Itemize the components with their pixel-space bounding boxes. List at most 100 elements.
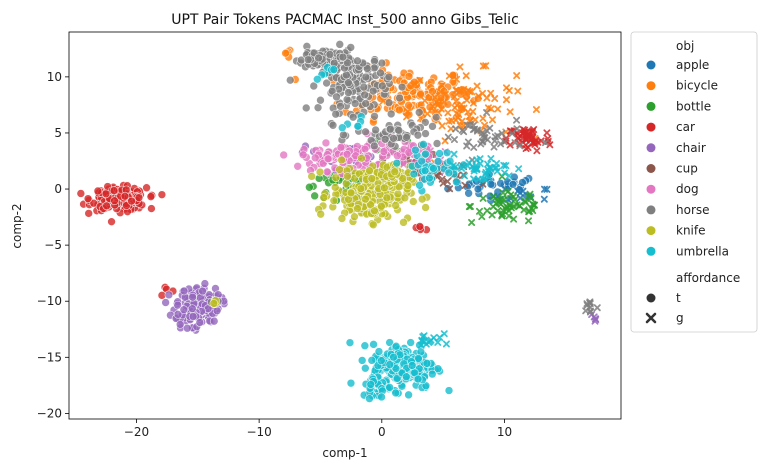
horse-point — [541, 139, 549, 147]
umbrella-point — [440, 330, 448, 338]
umbrella-point — [484, 166, 492, 174]
dog-point — [360, 144, 370, 154]
chair-point — [188, 312, 198, 321]
legend-entry-bicycle: bicycle — [646, 79, 718, 93]
car-point — [521, 126, 529, 134]
horse-point — [450, 136, 458, 144]
knife-point — [353, 204, 362, 213]
horse-point — [432, 139, 442, 148]
x-axis-label: comp-1 — [322, 446, 367, 460]
bottle-point — [465, 203, 473, 211]
knife-point — [403, 181, 413, 190]
bicycle-point — [395, 105, 404, 115]
legend-entry-car: car — [646, 120, 695, 134]
umbrella-point — [500, 161, 508, 169]
bicycle-point — [404, 101, 413, 110]
horse-point — [344, 88, 353, 97]
bottle-point — [529, 200, 537, 208]
umbrella-point — [418, 336, 426, 344]
umbrella-point — [470, 165, 478, 173]
bicycle-point — [438, 82, 446, 90]
knife-point — [369, 220, 378, 230]
car-point — [102, 201, 111, 211]
umbrella-point — [435, 149, 444, 158]
chair-point — [200, 279, 210, 288]
legend-label: cup — [676, 162, 698, 176]
umbrella-point — [409, 169, 419, 179]
legend-entry-dog: dog — [646, 182, 699, 196]
car-point — [544, 135, 552, 143]
knife-point — [343, 172, 352, 181]
legend-swatch — [646, 246, 656, 256]
umbrella-point — [505, 172, 513, 180]
horse-point — [336, 102, 345, 111]
car-point — [101, 189, 111, 199]
knife-point — [337, 214, 347, 223]
bicycle-point — [441, 90, 449, 98]
plot-frame — [68, 31, 622, 420]
car-point — [110, 196, 119, 206]
umbrella-point — [377, 392, 386, 402]
umbrella-point — [353, 121, 363, 131]
horse-point — [370, 141, 379, 151]
knife-point — [417, 194, 427, 204]
bicycle-point — [506, 108, 514, 116]
y-tick-label: 0 — [54, 182, 62, 196]
bicycle-point — [440, 98, 448, 106]
bicycle-point — [471, 116, 479, 124]
bicycle-point — [404, 107, 412, 115]
umbrella-point — [473, 156, 481, 164]
chair-point — [164, 290, 174, 300]
knife-point — [209, 299, 219, 308]
bicycle-point — [491, 95, 499, 103]
dog-point — [336, 143, 346, 152]
legend-label: horse — [676, 203, 710, 217]
x-tick-label: 10 — [497, 425, 512, 439]
horse-point — [498, 129, 506, 137]
horse-point — [344, 78, 353, 88]
legend-entry-bottle: bottle — [646, 99, 711, 113]
y-tick-label: −15 — [37, 350, 62, 364]
umbrella-point — [406, 338, 415, 347]
bicycle-point — [437, 88, 445, 96]
umbrella-point — [445, 156, 455, 166]
apple-point — [516, 194, 524, 202]
umbrella-point — [329, 65, 339, 74]
chair-point — [209, 316, 219, 326]
bicycle-point — [514, 87, 522, 95]
horse-point — [376, 68, 385, 78]
horse-point — [285, 75, 295, 85]
horse-point — [491, 137, 499, 145]
horse-point — [483, 127, 491, 135]
horse-point — [394, 126, 404, 135]
umbrella-point — [392, 158, 402, 168]
chair-point — [175, 320, 185, 329]
legend-label: bottle — [676, 99, 711, 113]
horse-point — [346, 43, 356, 52]
dog-point — [310, 153, 320, 163]
bicycle-point — [464, 108, 472, 116]
knife-point — [391, 201, 400, 210]
horse-point — [513, 116, 521, 124]
legend-label: chair — [676, 141, 706, 155]
horse-point — [395, 93, 404, 103]
bicycle-point — [468, 88, 476, 96]
horse-point — [402, 133, 411, 142]
apple-point — [540, 195, 548, 203]
horse-point — [494, 132, 502, 140]
car-point — [543, 129, 551, 137]
horse-point — [508, 130, 516, 138]
bicycle-point — [416, 90, 425, 99]
knife-point — [409, 197, 418, 206]
umbrella-point — [391, 364, 401, 373]
dog-point — [342, 149, 352, 159]
car-point — [157, 190, 167, 199]
umbrella-point — [449, 162, 457, 170]
umbrella-point — [365, 394, 374, 403]
horse-point — [377, 58, 387, 68]
horse-point — [497, 140, 505, 148]
legend-circle-marker — [646, 293, 656, 303]
car-point — [415, 222, 425, 231]
legend-entry-umbrella: umbrella — [646, 244, 729, 258]
horse-point — [463, 142, 471, 150]
